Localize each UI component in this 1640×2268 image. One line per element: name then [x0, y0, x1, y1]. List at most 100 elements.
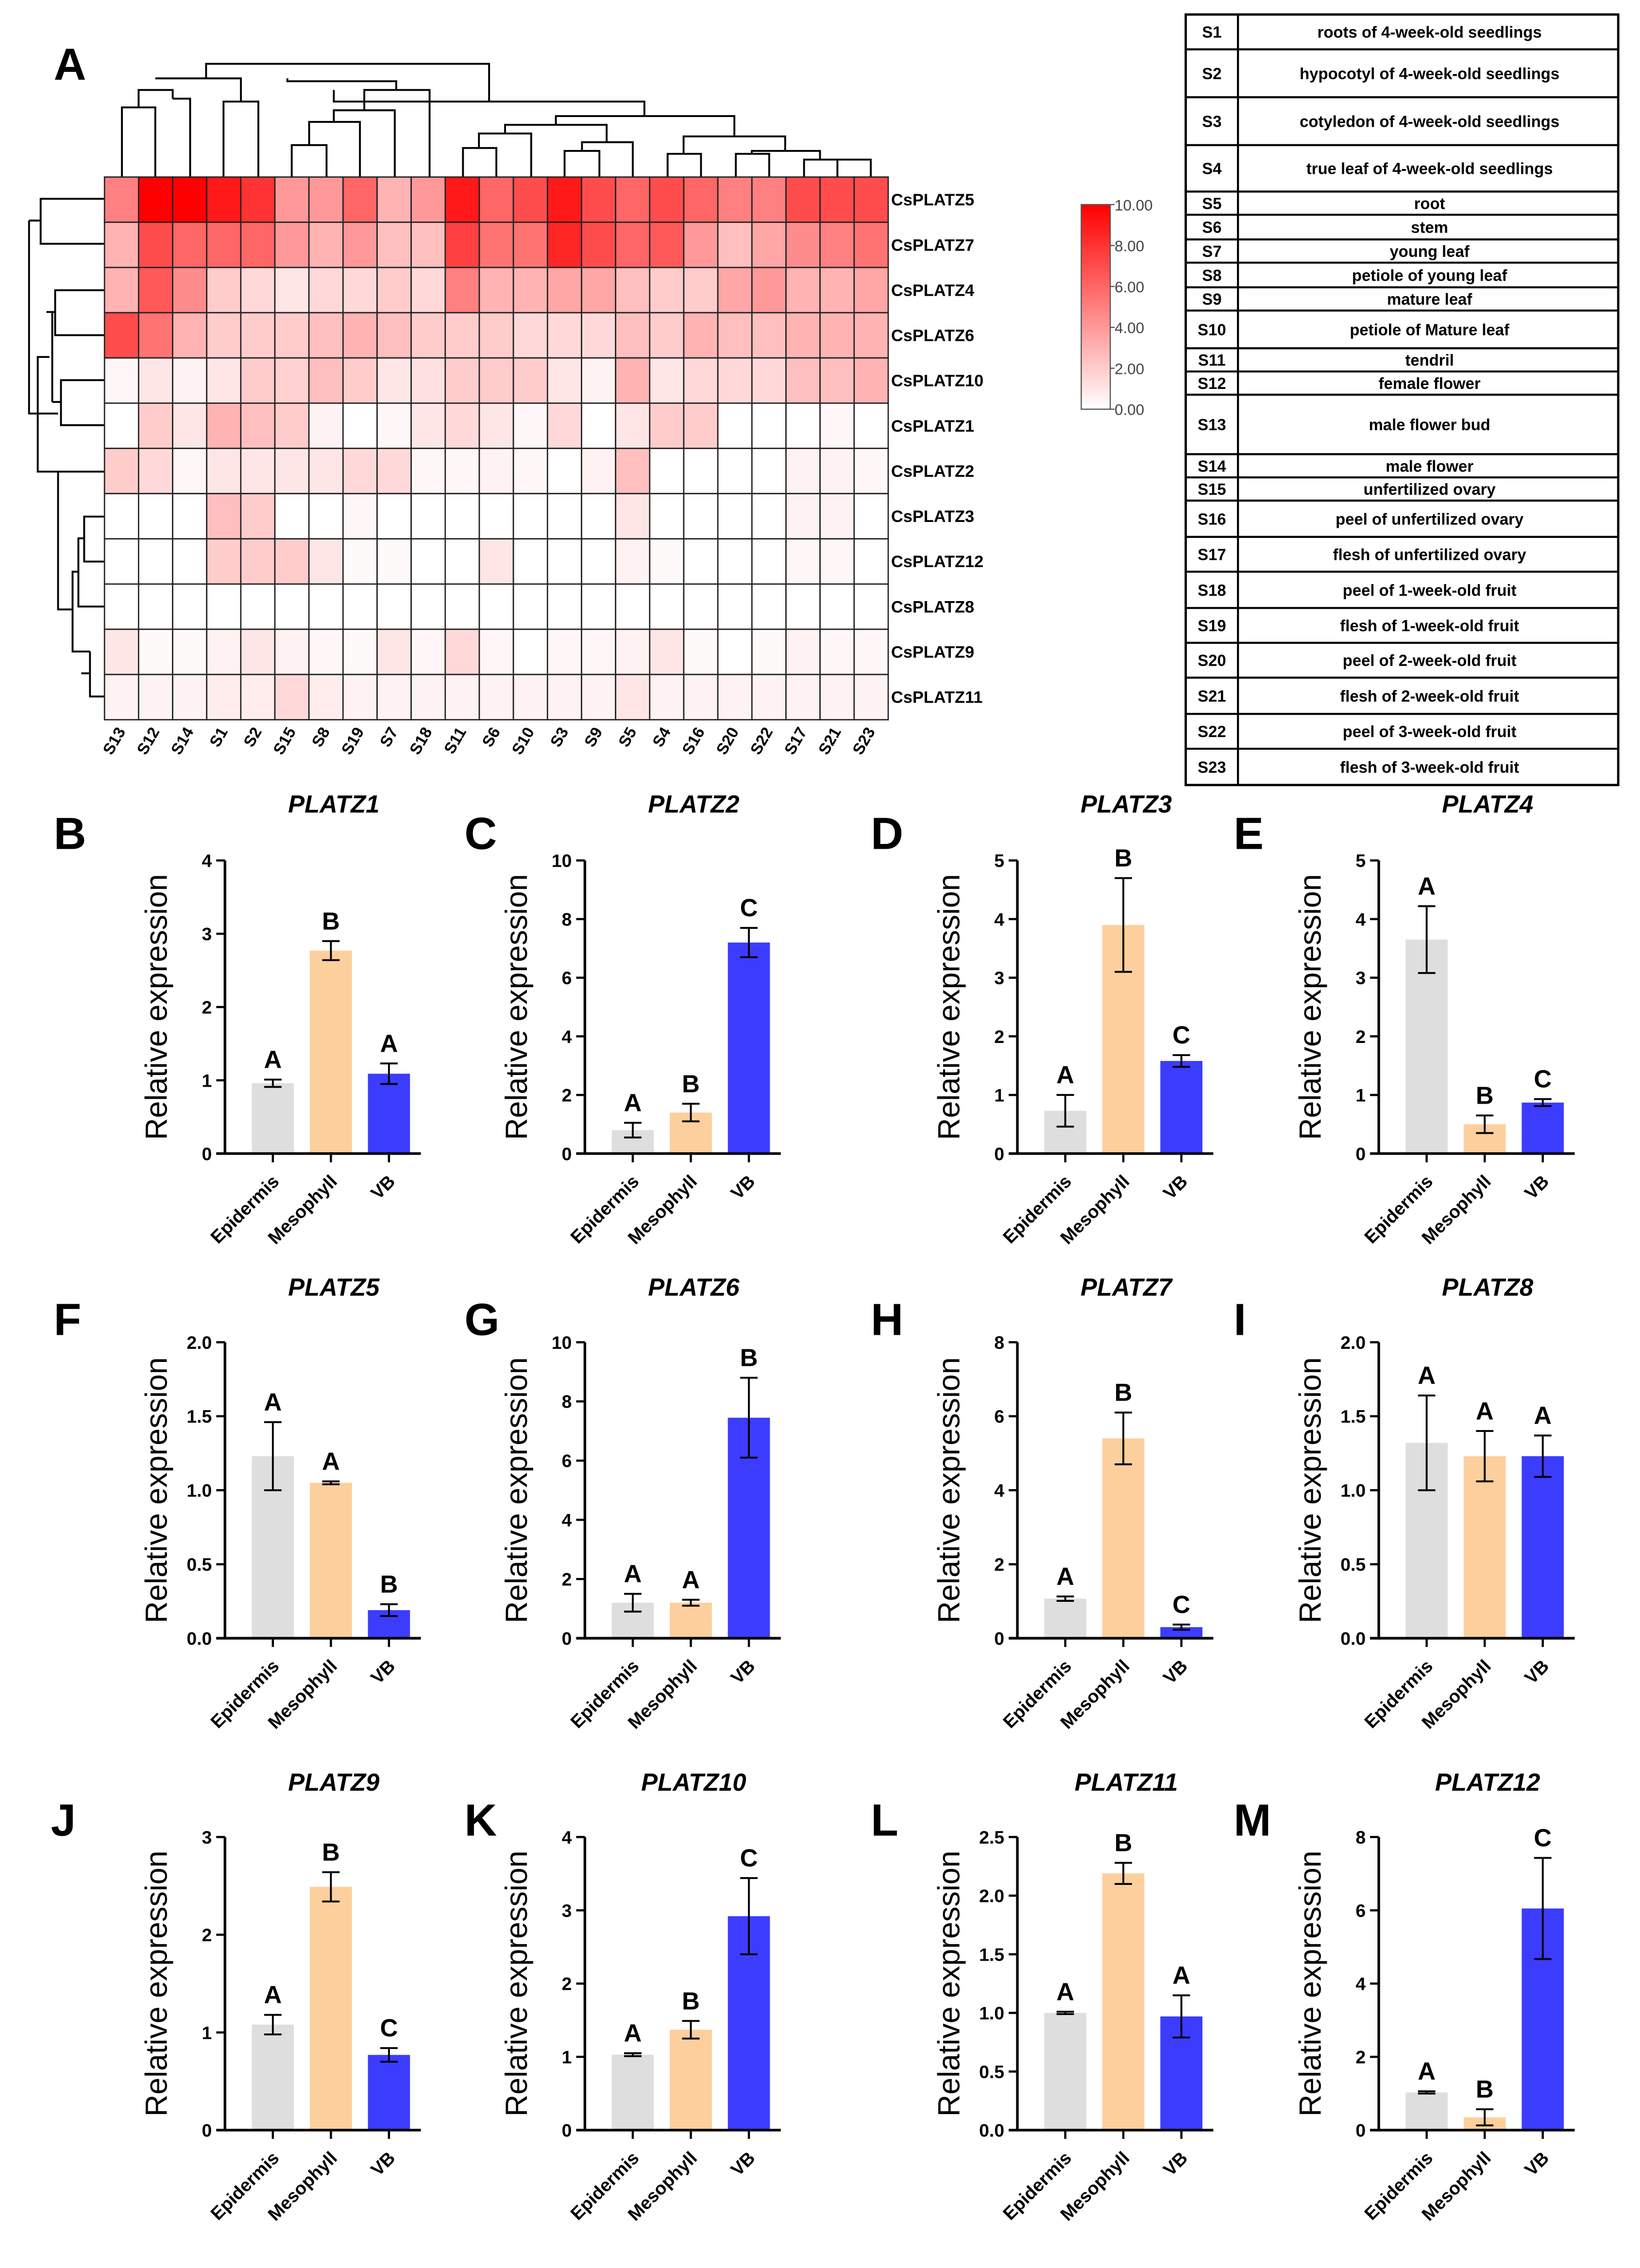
heatmap-cell — [376, 628, 412, 675]
heatmap-panel: CsPLATZ5 CsPLATZ7 CsPLATZ4 CsPLATZ6 CsPLATZ1… — [28, 63, 1153, 757]
y-axis-label: Relative expression — [500, 1850, 534, 2117]
heatmap-cell — [512, 221, 548, 269]
bar — [1044, 2013, 1086, 2131]
heatmap-cell — [240, 312, 276, 359]
sample-description: flesh of unfertilized ovary — [1333, 546, 1527, 564]
heatmap-cell — [137, 583, 173, 630]
heatmap-cell — [581, 312, 616, 359]
y-tick-label: 0 — [562, 2120, 572, 2141]
heatmap-cell — [308, 673, 344, 721]
heatmap-cell — [819, 176, 855, 223]
heatmap-cell — [274, 221, 310, 269]
heatmap-cell — [410, 176, 446, 223]
y-tick-label: 10 — [552, 1332, 572, 1353]
chart-title: PLATZ12 — [1435, 1768, 1540, 1796]
sample-description: male flower — [1386, 457, 1473, 475]
heatmap-cell — [751, 448, 787, 494]
y-tick-label: 1 — [1355, 1085, 1366, 1106]
heatmap-cell — [274, 583, 310, 630]
heatmap-cell — [512, 628, 548, 675]
significance-letter: B — [380, 1570, 398, 1598]
heatmap-cell — [717, 312, 753, 359]
heatmap-cell — [819, 221, 855, 269]
heatmap-cell — [785, 267, 821, 314]
heatmap-cell — [546, 357, 582, 404]
heatmap-cell — [683, 221, 719, 269]
heatmap-cell — [308, 538, 344, 585]
heatmap-cell — [819, 538, 855, 585]
heatmap-cell — [240, 673, 276, 721]
heatmap-cell — [683, 493, 719, 540]
sample-description: petiole of Mature leaf — [1350, 320, 1509, 338]
heatmap-cell — [410, 583, 446, 630]
significance-letter: B — [1476, 2075, 1494, 2103]
heatmap-cell — [376, 267, 412, 314]
y-tick-label: 3 — [1355, 968, 1366, 988]
heatmap-cell — [853, 583, 889, 630]
sample-description: peel of 1-week-old fruit — [1343, 581, 1517, 599]
significance-letter: A — [322, 1447, 340, 1475]
chart-title: PLATZ9 — [288, 1768, 380, 1796]
significance-letter: B — [322, 907, 340, 935]
x-tick-label: VB — [1521, 1171, 1553, 1203]
heatmap-cell — [853, 673, 889, 721]
heatmap-cell — [785, 583, 821, 630]
y-axis-label: Relative expression — [500, 1357, 534, 1623]
y-tick-label: 6 — [994, 1406, 1004, 1427]
y-axis-label: Relative expression — [140, 1357, 174, 1623]
heatmap-cell — [172, 267, 208, 314]
heatmap-cell — [410, 493, 446, 540]
y-tick-label: 2 — [202, 1925, 212, 1945]
heatmap-cell — [376, 221, 412, 269]
y-axis-label: Relative expression — [932, 1357, 966, 1623]
sample-description: peel of 2-week-old fruit — [1343, 652, 1517, 670]
heatmap-cell — [717, 493, 753, 540]
heatmap-cell — [308, 493, 344, 540]
y-tick-label: 2 — [562, 1569, 572, 1590]
heatmap-cell — [172, 402, 208, 449]
bar — [368, 1074, 410, 1154]
heatmap-cell — [615, 493, 651, 540]
bar — [1160, 1627, 1202, 1638]
y-tick-label: 2 — [994, 1554, 1004, 1575]
significance-letter: C — [1534, 1824, 1552, 1852]
panel-letter: K — [464, 1795, 497, 1845]
sample-description: petiole of young leaf — [1352, 266, 1507, 284]
y-tick-label: 4 — [562, 1026, 572, 1047]
heatmap-cell — [819, 357, 855, 404]
significance-letter: C — [1172, 1591, 1190, 1618]
heatmap-cell — [581, 402, 616, 449]
heatmap-cell — [717, 583, 753, 630]
heatmap-cell — [240, 221, 276, 269]
sample-label: S7 — [376, 724, 401, 750]
bar — [1522, 1102, 1564, 1154]
heatmap-cell — [103, 448, 139, 494]
heatmap-cell — [546, 673, 582, 721]
heatmap-cell — [444, 583, 480, 630]
heatmap-cell — [512, 583, 548, 630]
sample-description: tendril — [1405, 351, 1454, 369]
bar — [1405, 940, 1448, 1154]
y-tick-label: 8 — [562, 909, 572, 929]
heatmap-cell — [444, 628, 480, 675]
panel-letter: B — [54, 808, 86, 858]
bar — [1044, 1598, 1086, 1638]
heatmap-cell — [819, 673, 855, 721]
heatmap-cell — [819, 267, 855, 314]
heatmap-cell — [717, 402, 753, 449]
colorbar-tick-label: 10.00 — [1115, 197, 1152, 214]
sample-description: young leaf — [1389, 242, 1469, 260]
heatmap-cell — [853, 628, 889, 675]
x-tick-label: VB — [1159, 1656, 1191, 1688]
heatmap-cell — [853, 448, 889, 494]
heatmap-cell — [376, 312, 412, 359]
heatmap-cell — [512, 402, 548, 449]
y-tick-label: 5 — [1355, 851, 1366, 871]
sample-label: S9 — [580, 724, 606, 750]
sample-description: peel of unfertilized ovary — [1336, 510, 1524, 528]
y-axis-label: Relative expression — [932, 1850, 966, 2117]
heatmap-cell — [546, 312, 582, 359]
